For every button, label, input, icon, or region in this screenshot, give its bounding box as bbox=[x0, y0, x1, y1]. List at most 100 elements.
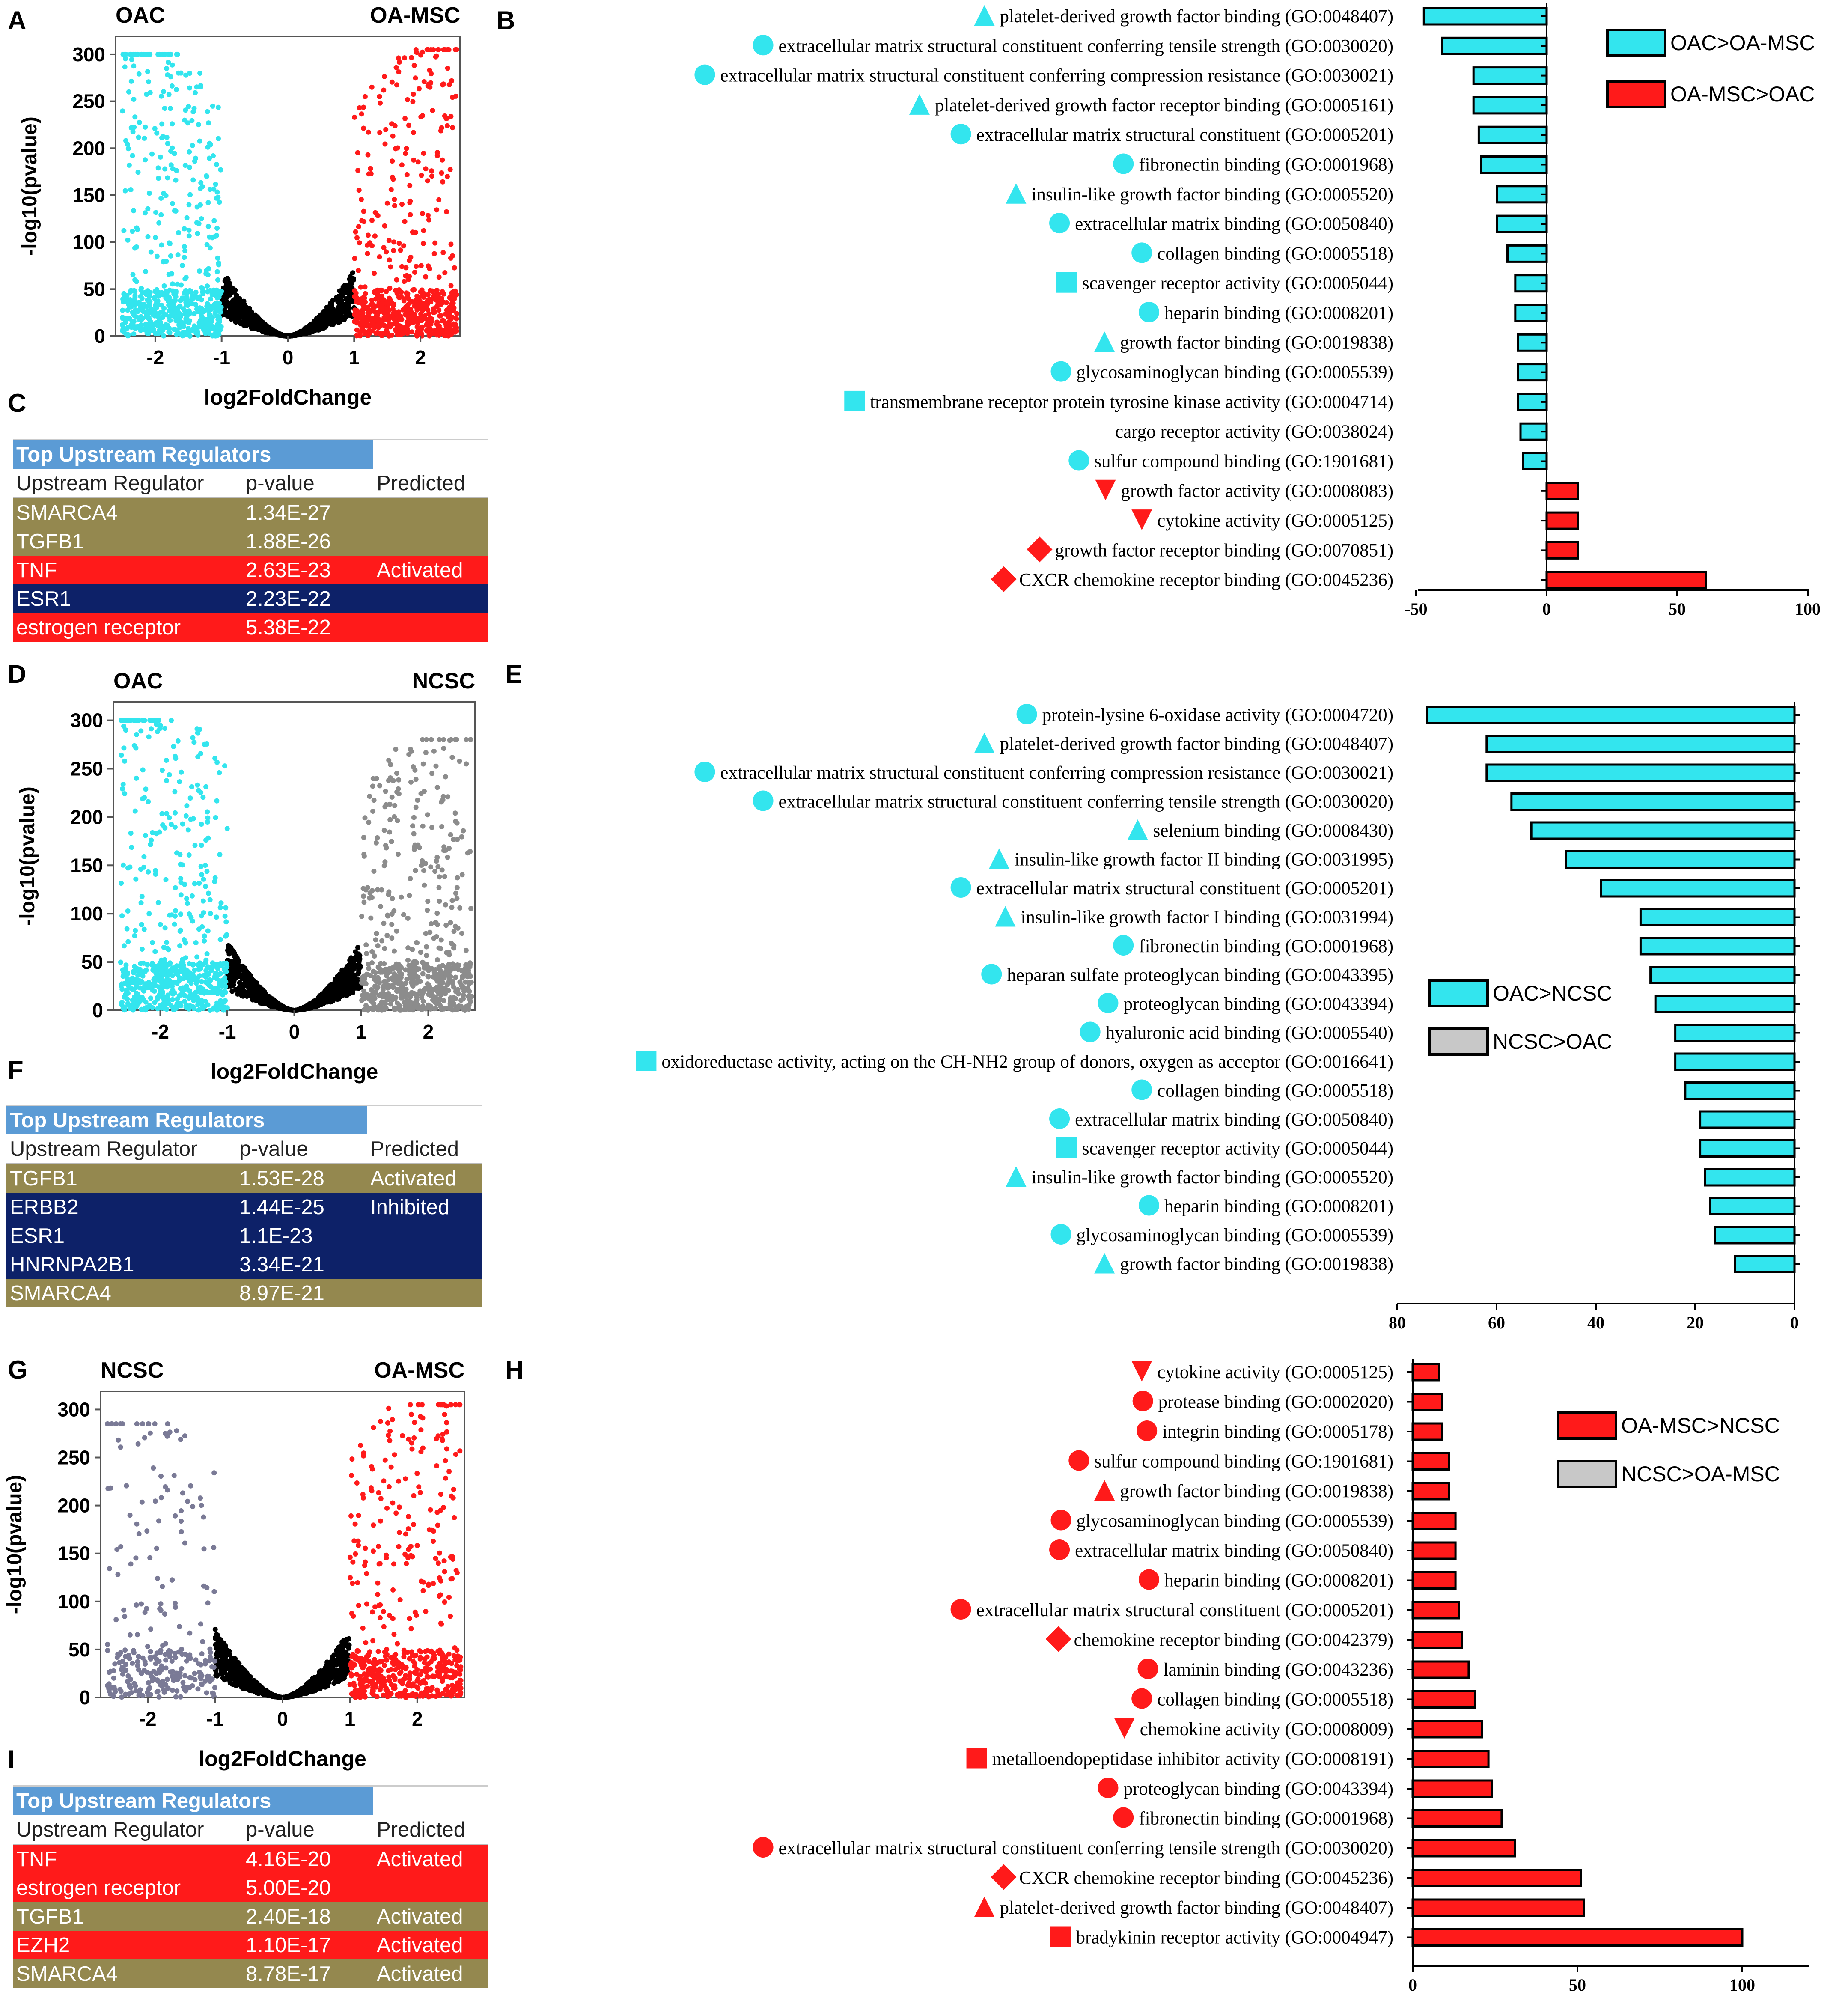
data-point bbox=[434, 858, 439, 864]
data-point bbox=[469, 994, 474, 999]
data-point bbox=[447, 738, 452, 743]
data-point bbox=[426, 81, 431, 87]
data-point bbox=[423, 750, 429, 756]
data-point bbox=[311, 999, 317, 1004]
data-point bbox=[175, 51, 180, 57]
data-point bbox=[327, 316, 333, 322]
data-point bbox=[187, 288, 193, 293]
data-point bbox=[383, 127, 389, 132]
data-point bbox=[161, 333, 167, 339]
data-point bbox=[159, 811, 165, 816]
data-point bbox=[407, 314, 413, 320]
data-point bbox=[167, 301, 173, 307]
data-point bbox=[390, 306, 396, 312]
data-point bbox=[178, 70, 184, 76]
data-point bbox=[213, 182, 218, 187]
data-point bbox=[141, 302, 147, 307]
data-point bbox=[158, 987, 163, 992]
data-point bbox=[429, 737, 434, 742]
data-point bbox=[175, 252, 181, 258]
data-point bbox=[452, 294, 458, 300]
data-point bbox=[217, 317, 222, 322]
data-point bbox=[215, 104, 221, 110]
data-point bbox=[445, 982, 450, 987]
data-point bbox=[162, 51, 168, 57]
data-point bbox=[152, 975, 158, 981]
data-point bbox=[431, 748, 437, 754]
data-point bbox=[410, 982, 415, 988]
data-point bbox=[437, 965, 442, 970]
data-point bbox=[383, 789, 388, 794]
data-point bbox=[407, 274, 412, 279]
data-point bbox=[205, 965, 211, 971]
data-point bbox=[168, 74, 173, 80]
x-tick-label: 0 bbox=[289, 1021, 300, 1043]
data-point bbox=[215, 277, 220, 283]
data-point bbox=[135, 170, 141, 175]
data-point bbox=[172, 151, 177, 156]
data-point bbox=[169, 990, 174, 995]
data-point bbox=[365, 251, 370, 256]
data-point bbox=[131, 331, 137, 337]
data-point bbox=[143, 786, 149, 792]
data-point bbox=[245, 318, 250, 323]
data-point bbox=[429, 825, 434, 830]
data-point bbox=[434, 53, 439, 59]
data-point bbox=[437, 899, 442, 904]
data-point bbox=[129, 57, 134, 62]
data-point bbox=[158, 93, 164, 99]
data-point bbox=[132, 114, 138, 120]
data-point bbox=[141, 854, 147, 859]
data-point bbox=[449, 905, 455, 910]
data-point bbox=[404, 323, 410, 329]
data-point bbox=[191, 740, 197, 745]
data-point bbox=[372, 953, 377, 959]
data-point bbox=[407, 183, 413, 188]
data-point bbox=[450, 95, 455, 100]
data-point bbox=[165, 175, 170, 181]
data-point bbox=[349, 969, 354, 974]
data-point bbox=[398, 247, 403, 253]
data-point bbox=[414, 1004, 419, 1009]
data-point bbox=[387, 817, 393, 822]
data-point bbox=[366, 129, 371, 135]
data-point bbox=[430, 108, 435, 113]
data-point bbox=[136, 71, 142, 77]
data-point bbox=[177, 975, 182, 981]
data-point bbox=[367, 794, 372, 799]
data-point bbox=[238, 983, 244, 989]
data-point bbox=[212, 291, 218, 296]
data-point bbox=[141, 960, 146, 966]
data-point bbox=[186, 202, 192, 208]
data-point bbox=[142, 795, 147, 800]
data-point bbox=[370, 783, 375, 789]
data-point bbox=[260, 327, 265, 333]
data-point bbox=[193, 155, 198, 161]
data-point bbox=[443, 848, 449, 853]
data-point bbox=[214, 226, 220, 231]
panel-letter-c: C bbox=[8, 389, 27, 417]
data-point bbox=[211, 218, 217, 223]
data-point bbox=[371, 798, 377, 803]
data-point bbox=[432, 994, 438, 1000]
data-point bbox=[223, 960, 229, 966]
y-tick-label: 100 bbox=[70, 902, 103, 925]
data-point bbox=[399, 289, 404, 295]
data-point bbox=[388, 264, 393, 270]
data-point bbox=[214, 987, 220, 992]
data-point bbox=[425, 317, 430, 322]
data-point bbox=[222, 913, 228, 919]
data-point bbox=[125, 939, 131, 944]
data-point bbox=[387, 324, 393, 330]
data-point bbox=[352, 256, 357, 261]
data-point bbox=[438, 128, 443, 134]
data-point bbox=[435, 323, 441, 328]
data-point bbox=[361, 104, 366, 110]
data-point bbox=[345, 297, 350, 302]
data-point bbox=[408, 212, 413, 217]
data-point bbox=[143, 999, 149, 1005]
data-point bbox=[424, 944, 429, 950]
data-point bbox=[131, 1006, 136, 1012]
data-point bbox=[419, 863, 424, 868]
data-point bbox=[173, 913, 178, 919]
